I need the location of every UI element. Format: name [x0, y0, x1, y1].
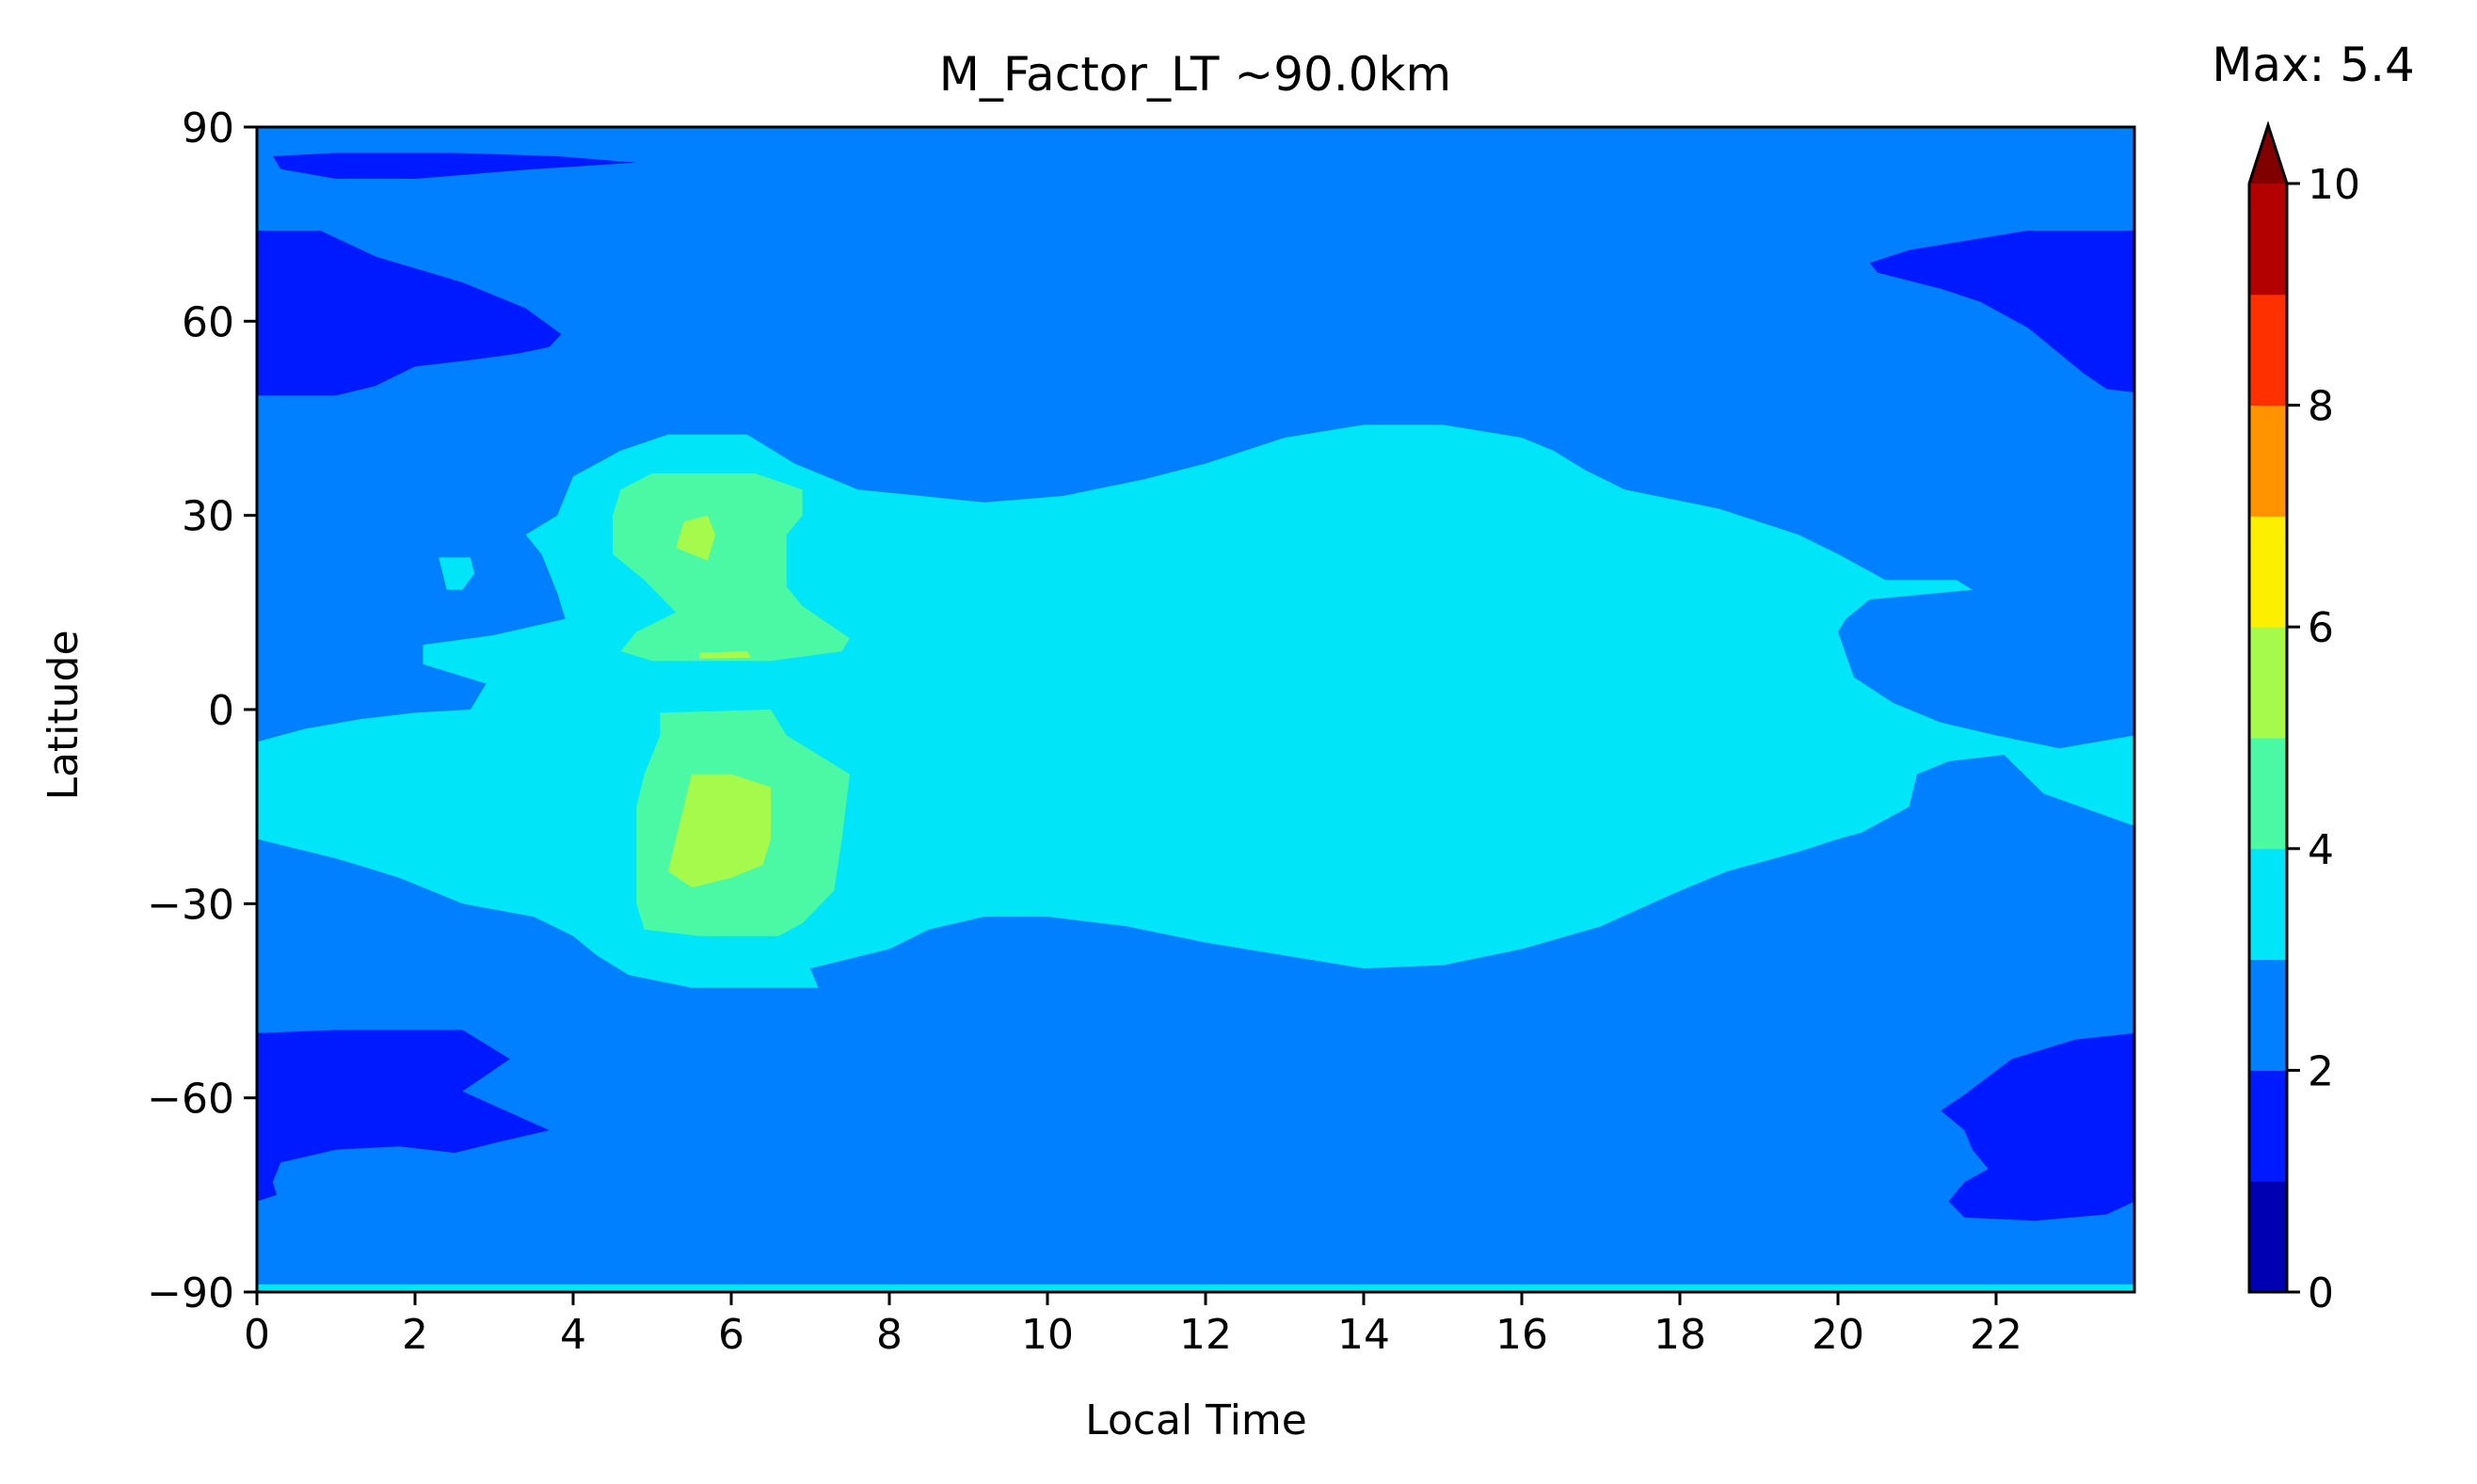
y-tick-label: 30 — [182, 493, 234, 541]
colorbar-tick-label: 2 — [2308, 1047, 2334, 1095]
colorbar-level — [2249, 1070, 2287, 1182]
x-tick-label: 2 — [402, 1311, 428, 1359]
x-axis-ticks: 0 2 4 6 8 10 12 14 16 18 20 22 — [244, 1292, 2022, 1359]
x-tick-label: 20 — [1812, 1311, 1864, 1359]
x-tick-label: 18 — [1654, 1311, 1706, 1359]
band-1-2-south-polar-east — [1941, 1032, 2134, 1221]
colorbar-level — [2249, 184, 2287, 295]
plot-area — [257, 127, 2134, 1292]
band-3-4-ne-notch — [439, 557, 474, 590]
band-3-4-south-edge — [257, 1284, 2134, 1292]
band-5-6-north-spot — [676, 515, 716, 561]
x-tick-label: 8 — [876, 1311, 903, 1359]
x-tick-label: 4 — [560, 1311, 586, 1359]
y-tick-label: −90 — [147, 1269, 234, 1317]
colorbar-tick-label: 4 — [2308, 826, 2334, 874]
y-tick-label: 0 — [208, 687, 234, 735]
x-tick-label: 16 — [1495, 1311, 1548, 1359]
y-tick-label: 90 — [182, 104, 234, 152]
y-axis-ticks: 90 60 30 0 −30 −60 −90 — [147, 104, 257, 1317]
colorbar-level — [2249, 405, 2287, 517]
colorbar-tick-label: 6 — [2308, 604, 2334, 652]
band-4-5-north-blob — [613, 473, 850, 662]
colorbar-tick-label: 8 — [2308, 383, 2334, 431]
colorbar-level — [2249, 848, 2287, 961]
y-tick-label: 60 — [182, 298, 234, 346]
colorbar-max-annotation: Max: 5.4 — [2212, 38, 2415, 92]
y-tick-label: −30 — [147, 881, 234, 929]
band-1-2-south-polar-west — [257, 1029, 550, 1202]
band-5-6-south-spot — [667, 774, 771, 888]
x-tick-label: 14 — [1337, 1311, 1390, 1359]
colorbar-level — [2249, 516, 2287, 628]
colorbar: 0 2 4 6 8 10 — [2247, 120, 2360, 1317]
x-tick-label: 10 — [1021, 1311, 1074, 1359]
band-1-2-north-strip — [272, 152, 637, 179]
colorbar-level — [2249, 738, 2287, 850]
y-axis-label: Latitude — [40, 630, 88, 800]
colorbar-level — [2249, 1181, 2287, 1293]
colorbar-extend-arrow — [2249, 125, 2287, 184]
colorbar-level — [2249, 294, 2287, 407]
colorbar-outline — [2247, 120, 2289, 1294]
x-axis-label: Local Time — [1085, 1396, 1307, 1444]
x-tick-label: 12 — [1179, 1311, 1232, 1359]
band-1-2-north-polar-west — [257, 231, 562, 396]
chart-title: M_Factor_LT ~90.0km — [939, 47, 1451, 102]
band-5-6-north-sliver — [699, 651, 751, 659]
x-tick-label: 22 — [1970, 1311, 2022, 1359]
y-tick-label: −60 — [147, 1076, 234, 1124]
colorbar-tick-label: 0 — [2308, 1269, 2334, 1317]
colorbar-tick-label: 10 — [2308, 161, 2360, 209]
x-tick-label: 0 — [244, 1311, 270, 1359]
band-1-2-north-polar-east — [1869, 231, 2134, 392]
colorbar-level — [2249, 959, 2287, 1071]
colorbar-level — [2249, 627, 2287, 739]
contour-regions — [257, 152, 2134, 1292]
x-tick-label: 6 — [718, 1311, 744, 1359]
